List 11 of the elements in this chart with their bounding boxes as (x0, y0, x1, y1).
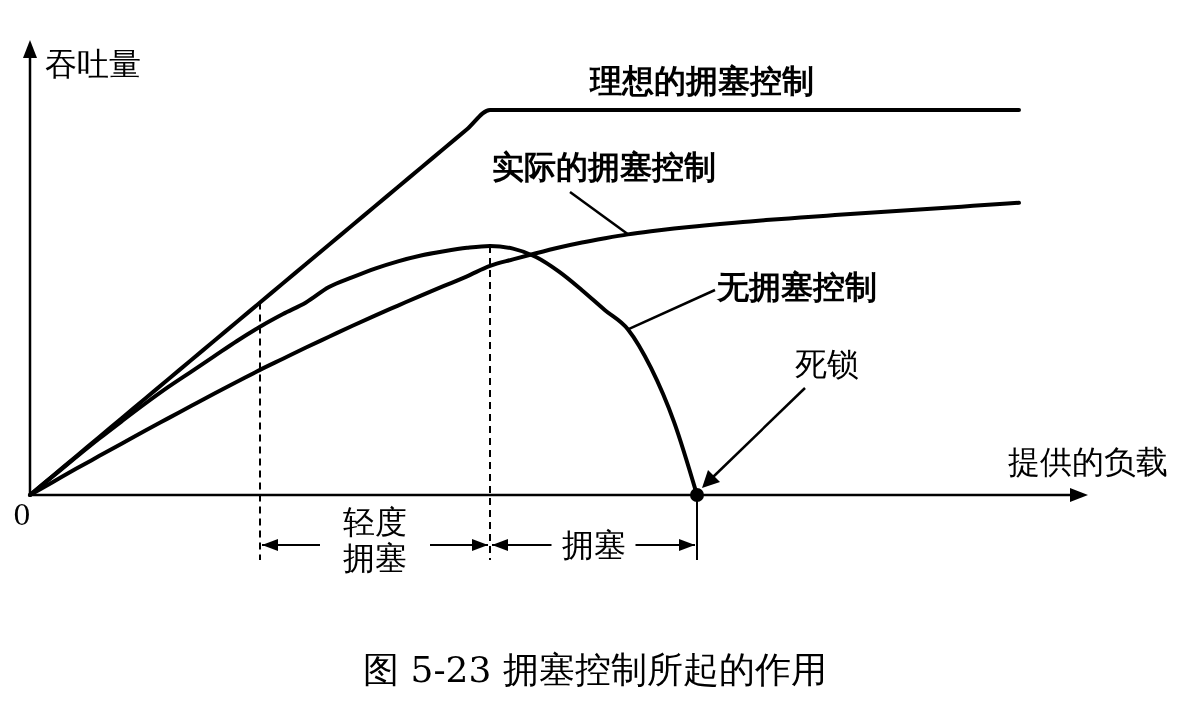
text: 图 5-23 拥塞控制所起的作用 (363, 649, 827, 690)
x-axis-title: 提供的负载 (1008, 443, 1168, 481)
text: 拥塞 (343, 539, 407, 577)
text: 轻度 (343, 503, 407, 541)
text: 拥塞 (561, 526, 626, 564)
text: 无拥塞控制 (716, 268, 877, 306)
text: 0 (13, 499, 31, 532)
y-axis-title: 吞吐量 (45, 45, 141, 83)
annotation: 死锁 (795, 345, 859, 383)
series-label: 理想的拥塞控制 (589, 62, 814, 100)
series-label: 实际的拥塞控制 (492, 148, 716, 186)
